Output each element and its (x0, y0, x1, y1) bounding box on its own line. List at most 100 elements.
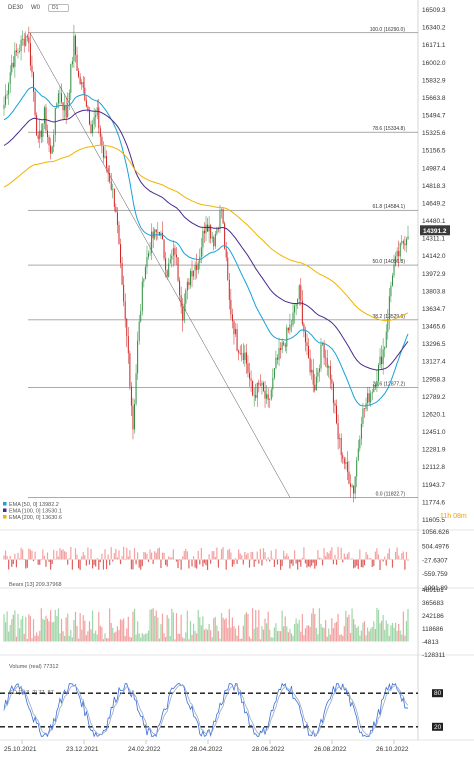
bulls-bar (37, 559, 39, 565)
bulls-bar (351, 558, 353, 560)
bulls-bar (306, 559, 308, 568)
candle-body (286, 327, 288, 347)
candle-body (81, 82, 83, 85)
bears-bar (36, 632, 38, 642)
candle-body (250, 378, 252, 381)
bears-bar (248, 636, 251, 642)
bulls-bar (374, 551, 376, 560)
timeframe-select[interactable]: D1 (48, 4, 70, 12)
candle-body (241, 353, 243, 354)
bulls-bar (405, 551, 408, 560)
bulls-bar (206, 559, 209, 570)
bears-bar (123, 618, 125, 642)
bulls-bar (60, 550, 63, 560)
bulls-bar (396, 547, 398, 560)
bulls-bar (185, 548, 187, 560)
candle-body (50, 145, 52, 154)
bulls-bar (255, 559, 257, 562)
candle-body (59, 93, 61, 94)
candle-body (395, 256, 397, 265)
bulls-bar (48, 559, 50, 562)
bulls-bar (88, 559, 91, 565)
bears-bar (9, 624, 11, 642)
bears-bar (399, 630, 401, 642)
candle-body (168, 263, 170, 277)
candle-body (259, 384, 261, 386)
bears-bar (129, 636, 131, 642)
bulls-bar (307, 559, 310, 567)
candle-body (183, 303, 185, 321)
bears-bar (95, 630, 97, 642)
bulls-bar (130, 559, 133, 570)
legend-label: EMA [100, 0] 13530.1 (9, 509, 62, 515)
bears-bar (388, 635, 390, 642)
candle-body (401, 241, 403, 243)
bulls-bar (197, 550, 199, 560)
candle-body (315, 376, 317, 391)
x-tick-label: 24.02.2022 (128, 746, 161, 753)
bears-bar (57, 608, 59, 642)
bears-bar (130, 637, 133, 642)
candle-body (362, 408, 364, 424)
bulls-bar (183, 551, 185, 560)
bulls-bar (34, 551, 36, 560)
candle-body (225, 248, 227, 258)
candle-body (221, 209, 223, 211)
candle-body (348, 471, 350, 484)
bulls-bar (98, 559, 100, 570)
bears-bar (304, 628, 307, 642)
bulls-bar (318, 557, 321, 560)
symbol-label[interactable]: DE30 (8, 5, 24, 11)
candle-body (141, 281, 143, 312)
bears-bar (236, 635, 238, 642)
candle-body (297, 298, 299, 305)
bears-bar (102, 639, 105, 642)
bears-bar (199, 617, 201, 642)
bears-bar (37, 635, 39, 642)
candle-body (120, 244, 122, 264)
bears-bar (101, 627, 103, 642)
candle-body (396, 251, 398, 257)
bears-bar (295, 618, 297, 642)
x-tick-label: 25.10.2021 (4, 746, 37, 753)
bulls-bar (345, 556, 347, 560)
bulls-bar (116, 557, 119, 560)
bears-bar (239, 638, 241, 642)
bulls-bar (331, 547, 333, 560)
bears-bar (382, 615, 384, 642)
bulls-bar (119, 559, 122, 565)
bears-bar (301, 613, 303, 642)
bears-bar (14, 610, 16, 642)
candle-body (99, 128, 101, 137)
candle-body (144, 267, 146, 280)
candle-body (92, 124, 94, 133)
y-tick-label: 13127.4 (422, 359, 446, 366)
bulls-bar (6, 556, 8, 560)
candle-body (188, 281, 190, 286)
bears-bar (374, 628, 376, 642)
bulls-bar (178, 559, 181, 561)
ema-50-line (3, 86, 409, 407)
bulls-bar (238, 549, 240, 560)
candle-body (169, 259, 171, 264)
bulls-bar (399, 558, 401, 560)
bears-bar (126, 628, 128, 642)
bears-bar (293, 623, 296, 642)
bulls-bar (390, 558, 392, 560)
bulls-bar (151, 552, 153, 560)
candle-body (269, 399, 271, 400)
bears-bar (380, 620, 383, 642)
bulls-bar (222, 547, 224, 560)
bulls-bar (4, 550, 7, 560)
candle-body (129, 353, 131, 387)
x-tick-label: 23.12.2021 (66, 746, 99, 753)
candle-body (62, 102, 64, 111)
candle-body (194, 264, 196, 271)
bears-bar (76, 625, 78, 642)
fib-label: 100.0 (16290.0) (370, 27, 406, 33)
candle-body (363, 408, 365, 409)
bears-bar (22, 615, 24, 642)
bears-bar (74, 611, 77, 642)
bears-bar (160, 624, 162, 642)
